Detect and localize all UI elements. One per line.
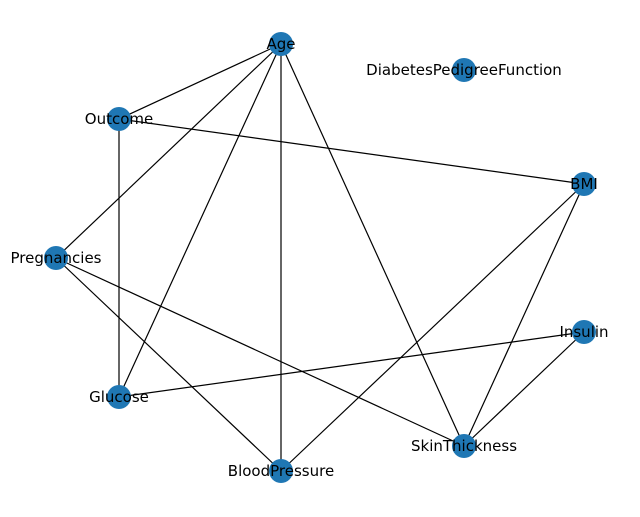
node-label-glucose: Glucose [89,388,149,406]
node-label-skin-thickness: SkinThickness [411,437,517,455]
node-diabetes-pedigree-function [452,58,476,82]
edge-age-pregnancies [55,43,282,259]
node-bmi [572,172,596,196]
node-skin-thickness [452,434,476,458]
edge-pregnancies-blood-pressure [55,257,282,472]
node-outcome [107,107,131,131]
node-label-blood-pressure: BloodPressure [228,462,334,480]
node-label-insulin: Insulin [559,323,608,341]
edge-age-outcome [118,43,282,120]
edge-insulin-glucose [118,331,585,398]
node-age [269,32,293,56]
edges-layer [55,43,585,472]
labels-layer: Age DiabetesPedigreeFunction Outcome BMI Pre… [10,35,608,480]
node-label-outcome: Outcome [85,110,153,128]
edge-pregnancies-skin-thickness [55,257,465,447]
edge-age-glucose [118,43,282,398]
node-label-bmi: BMI [570,175,598,193]
node-label-pregnancies: Pregnancies [10,249,101,267]
edge-age-skin-thickness [280,43,465,447]
node-label-age: Age [266,35,295,53]
node-blood-pressure [269,459,293,483]
node-pregnancies [44,246,68,270]
edge-bmi-blood-pressure [280,183,585,472]
node-insulin [572,320,596,344]
edge-bmi-skin-thickness [463,183,585,447]
edge-insulin-skin-thickness [463,331,585,447]
node-glucose [107,385,131,409]
edge-outcome-bmi [118,118,585,185]
node-label-diabetes-pedigree-function: DiabetesPedigreeFunction [366,61,562,79]
nodes-layer [44,32,596,483]
